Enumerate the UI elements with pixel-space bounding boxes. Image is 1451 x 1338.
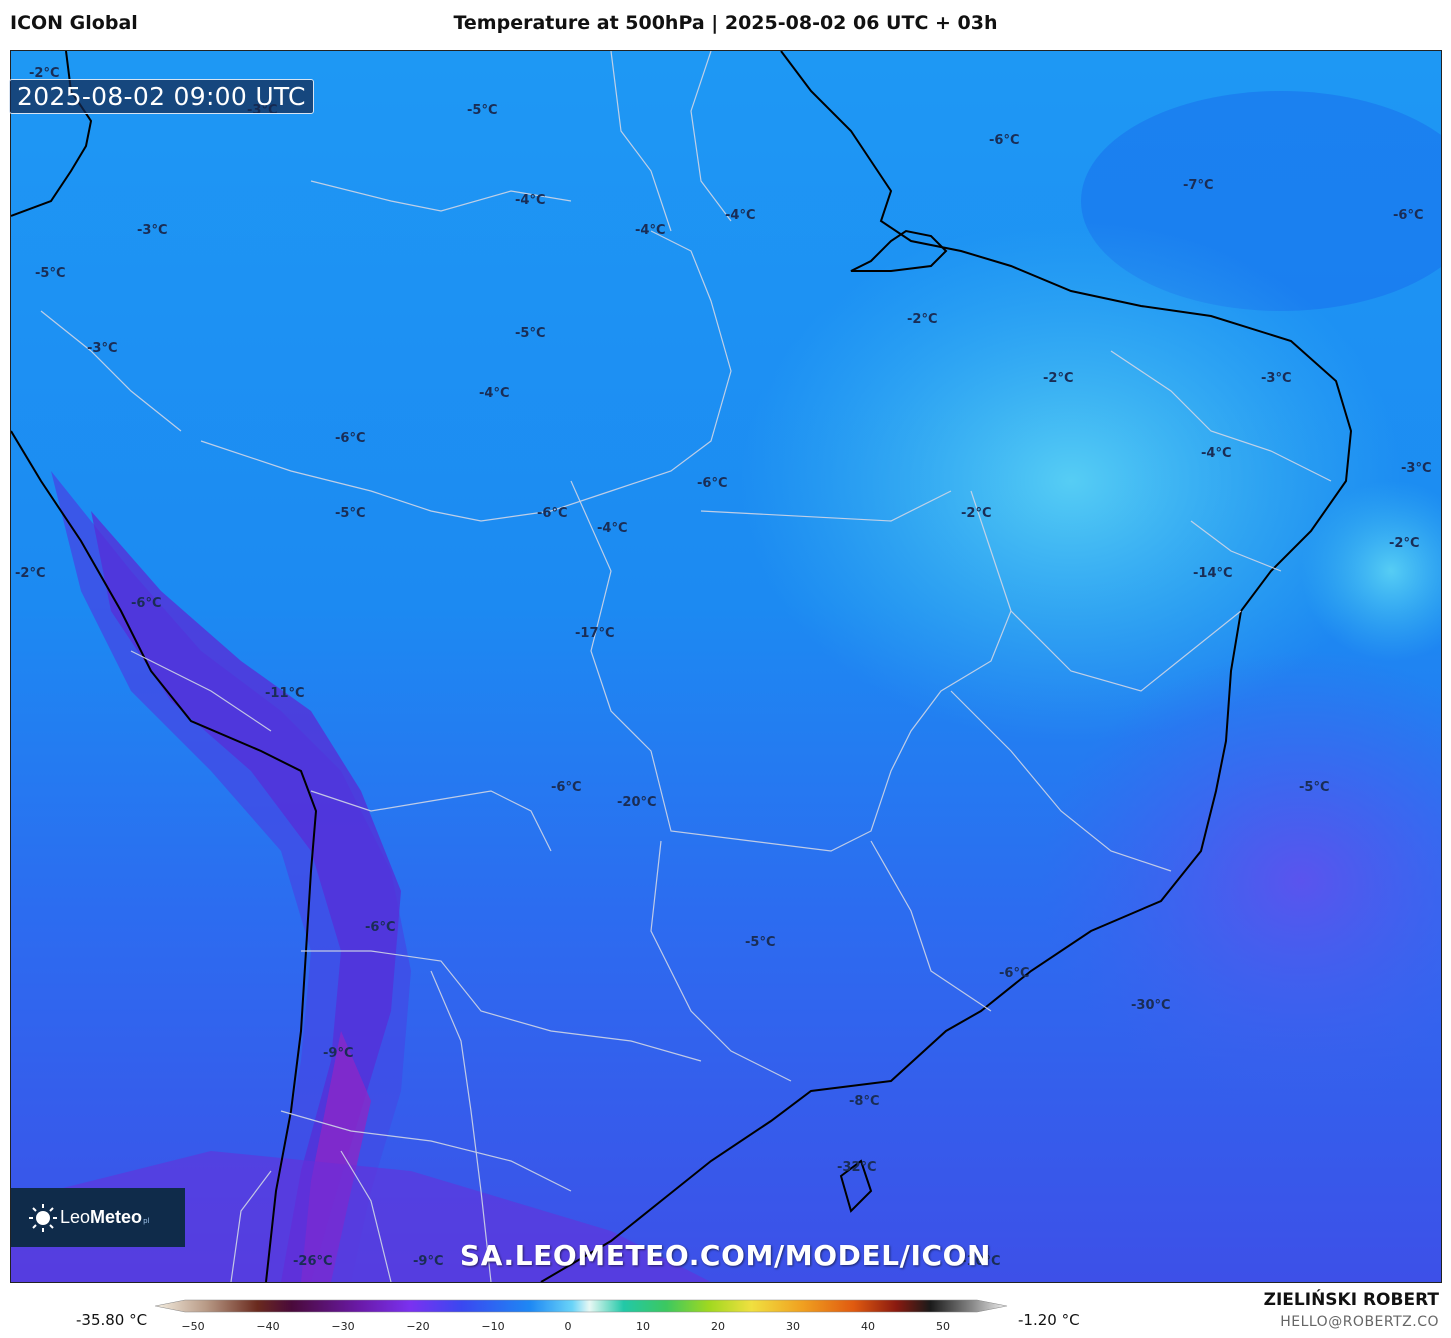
- temp-label: -6°C: [999, 966, 1029, 981]
- sun-icon: [29, 1203, 57, 1232]
- temp-label: -11°C: [265, 686, 305, 701]
- author-name: ZIELIŃSKI ROBERT: [1263, 1290, 1439, 1310]
- temp-label: -5°C: [1299, 780, 1329, 795]
- temp-label: -17°C: [575, 626, 615, 641]
- temp-label: -2°C: [907, 312, 937, 327]
- temp-label: -2°C: [1389, 536, 1419, 551]
- temp-label: -4°C: [479, 386, 509, 401]
- temp-label: -3°C: [137, 223, 167, 238]
- colorbar-tick: 0: [565, 1320, 572, 1333]
- temp-label: -5°C: [515, 326, 545, 341]
- colorbar: −50 −40 −30 −20 −10 0 10 20 30 40 50: [155, 1299, 1008, 1333]
- temp-label: -6°C: [365, 920, 395, 935]
- colorbar-tick: −30: [331, 1320, 354, 1333]
- model-name: ICON Global: [10, 12, 138, 34]
- colorbar-tick: 20: [711, 1320, 725, 1333]
- colorbar-tick: 40: [861, 1320, 875, 1333]
- temp-label: -5°C: [745, 935, 775, 950]
- valid-time-badge: 2025-08-02 09:00 UTC: [9, 79, 314, 114]
- temp-label: -3°C: [1401, 461, 1431, 476]
- map-area[interactable]: -2°C -5°C -3°C -6°C -7°C -6°C -4°C -4°C …: [10, 50, 1442, 1283]
- map-title: Temperature at 500hPa | 2025-08-02 06 UT…: [453, 12, 998, 34]
- temp-label: -10°C: [961, 1254, 1001, 1269]
- temp-label: -6°C: [537, 506, 567, 521]
- temp-label: -30°C: [1131, 998, 1171, 1013]
- temp-label: -3°C: [1261, 371, 1291, 386]
- temp-label: -6°C: [1393, 208, 1423, 223]
- temp-label: -2°C: [1043, 371, 1073, 386]
- colorbar-tick: 30: [786, 1320, 800, 1333]
- temp-label: -8°C: [849, 1094, 879, 1109]
- temp-label: -2°C: [961, 506, 991, 521]
- colorbar-tick: −50: [181, 1320, 204, 1333]
- colorbar-min-label: -35.80 °C: [76, 1311, 148, 1329]
- logo-text: LeoMeteo: [60, 1207, 143, 1227]
- temp-label: -4°C: [1201, 446, 1231, 461]
- temp-label: -32°C: [837, 1160, 877, 1175]
- temp-label: -20°C: [617, 795, 657, 810]
- leometeo-logo[interactable]: LeoMeteo pl: [11, 1188, 185, 1247]
- temp-label: -2°C: [29, 66, 59, 81]
- temperature-field: -2°C -5°C -3°C -6°C -7°C -6°C -4°C -4°C …: [11, 51, 1441, 1282]
- temp-label: -26°C: [293, 1254, 333, 1269]
- temp-label: -14°C: [1193, 566, 1233, 581]
- colorbar-tick: 50: [936, 1320, 950, 1333]
- logo-suffix: pl: [143, 1217, 150, 1225]
- temp-label: -2°C: [15, 566, 45, 581]
- colorbar-tick: −20: [406, 1320, 429, 1333]
- temp-label: -5°C: [467, 103, 497, 118]
- author-email[interactable]: HELLO@ROBERTZ.CO: [1280, 1314, 1439, 1330]
- colorbar-tick: −40: [256, 1320, 279, 1333]
- temp-label: -9°C: [413, 1254, 443, 1269]
- source-watermark: SA.LEOMETEO.COM/MODEL/ICON: [459, 1239, 992, 1272]
- temp-label: -9°C: [323, 1046, 353, 1061]
- temp-label: -6°C: [131, 596, 161, 611]
- temp-label: -6°C: [989, 133, 1019, 148]
- temp-label: -4°C: [725, 208, 755, 223]
- temp-label: -4°C: [635, 223, 665, 238]
- temp-label: -4°C: [597, 521, 627, 536]
- temp-label: -7°C: [1183, 178, 1213, 193]
- temp-label: -6°C: [335, 431, 365, 446]
- colorbar-tick: −10: [481, 1320, 504, 1333]
- temp-label: -3°C: [87, 341, 117, 356]
- temp-label: -4°C: [515, 193, 545, 208]
- temp-label: -5°C: [35, 266, 65, 281]
- colorbar-max-label: -1.20 °C: [1018, 1311, 1080, 1329]
- temp-label: -6°C: [697, 476, 727, 491]
- colorbar-tick: 10: [636, 1320, 650, 1333]
- temp-label: -5°C: [335, 506, 365, 521]
- temp-label: -6°C: [551, 780, 581, 795]
